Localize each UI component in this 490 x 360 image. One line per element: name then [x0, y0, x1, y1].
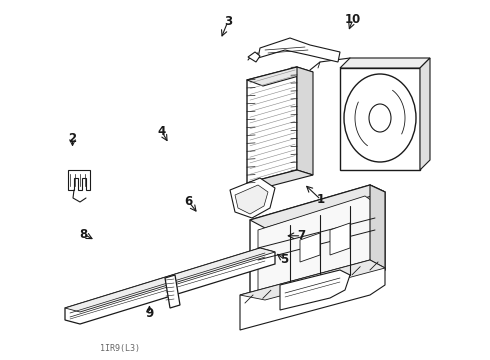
Polygon shape — [330, 223, 350, 255]
Polygon shape — [340, 68, 420, 170]
Polygon shape — [240, 260, 385, 330]
Ellipse shape — [369, 104, 391, 132]
Polygon shape — [65, 248, 275, 312]
Ellipse shape — [344, 74, 416, 162]
Polygon shape — [247, 67, 297, 183]
Polygon shape — [280, 270, 350, 310]
Polygon shape — [370, 185, 385, 278]
Text: 8: 8 — [79, 228, 87, 240]
Text: 1: 1 — [317, 193, 325, 206]
Polygon shape — [247, 170, 313, 188]
Polygon shape — [420, 58, 430, 170]
Text: 7: 7 — [297, 229, 305, 242]
Text: 10: 10 — [344, 13, 361, 26]
Polygon shape — [250, 185, 385, 228]
Text: 3: 3 — [224, 15, 232, 28]
Text: 5: 5 — [280, 253, 288, 266]
Polygon shape — [247, 67, 313, 86]
Polygon shape — [240, 260, 385, 300]
Polygon shape — [65, 248, 275, 324]
Text: 1IR9(L3): 1IR9(L3) — [100, 344, 140, 353]
Polygon shape — [248, 52, 260, 62]
Polygon shape — [235, 185, 268, 214]
Text: 2: 2 — [69, 132, 76, 145]
Text: 9: 9 — [146, 307, 153, 320]
Polygon shape — [230, 178, 275, 218]
Text: 6: 6 — [185, 195, 193, 208]
Polygon shape — [258, 196, 375, 303]
Text: 4: 4 — [158, 125, 166, 138]
Polygon shape — [258, 38, 340, 62]
Polygon shape — [340, 58, 430, 68]
Polygon shape — [250, 185, 385, 310]
Polygon shape — [297, 67, 313, 175]
Polygon shape — [68, 170, 90, 190]
Polygon shape — [300, 233, 320, 262]
Polygon shape — [165, 275, 180, 308]
